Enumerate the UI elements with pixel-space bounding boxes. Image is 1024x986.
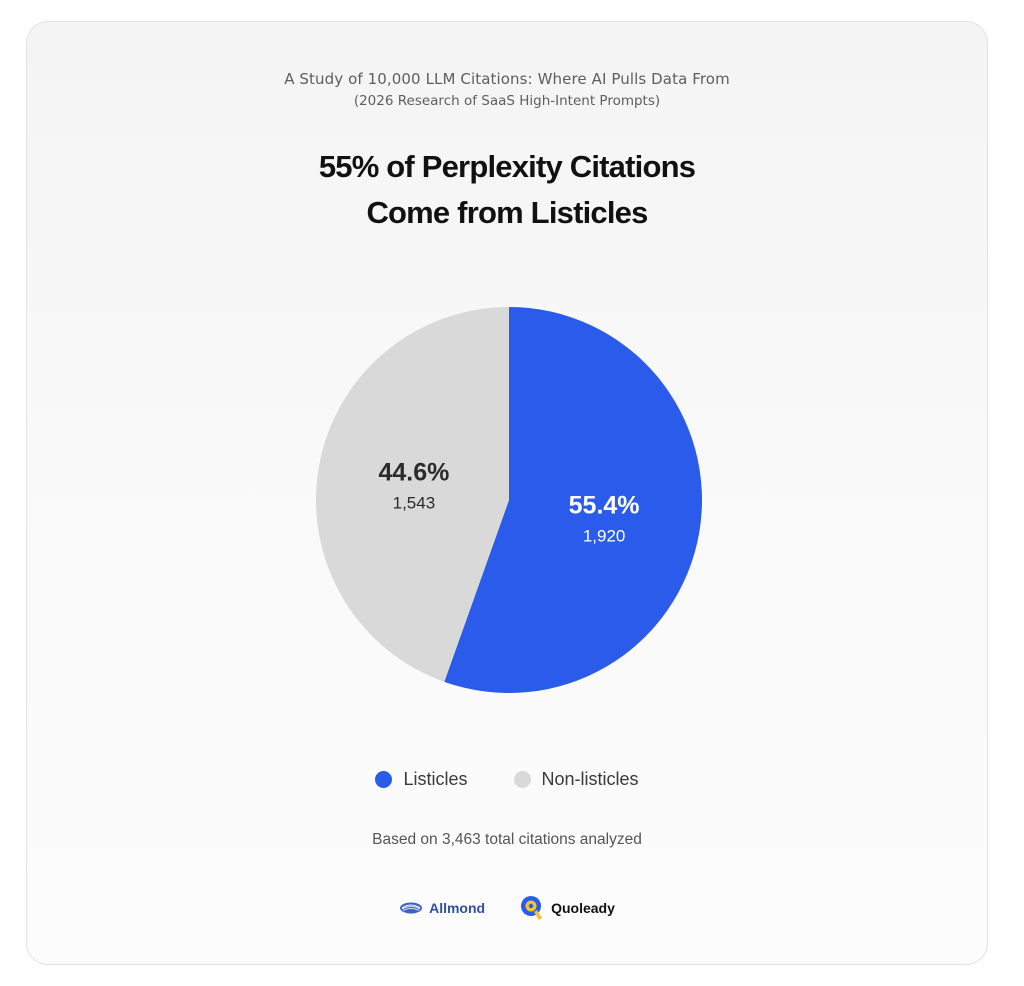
- slice-percent-label-non-listicles: 44.6%: [378, 459, 449, 487]
- logo-allmond-text: Allmond: [429, 900, 486, 916]
- chart-legend: Listicles Non-listicles: [27, 769, 987, 790]
- study-title: A Study of 10,000 LLM Citations: Where A…: [284, 70, 730, 88]
- quoleady-logo-icon: [521, 896, 543, 920]
- logo-allmond: Allmond: [399, 900, 485, 916]
- logo-row: Allmond Quoleady: [27, 894, 987, 922]
- pie-slice-listicles: [444, 307, 703, 693]
- slice-value-label-listicles: 1,920: [583, 526, 626, 545]
- legend-swatch-non-listicles: [513, 771, 531, 788]
- legend-item-non-listicles: Non-listicles: [513, 769, 639, 790]
- legend-item-listicles: Listicles: [375, 769, 468, 790]
- allmond-logo-icon: [400, 902, 423, 914]
- chart-card: A Study of 10,000 LLM Citations: Where A…: [26, 21, 988, 965]
- slice-percent-label-listicles: 55.4%: [569, 491, 640, 519]
- headline-line-1: 55% of Perplexity Citations: [318, 149, 696, 184]
- legend-swatch-listicles: [375, 771, 393, 788]
- chart-headline: 55% of Perplexity Citations Come from Li…: [27, 144, 987, 236]
- legend-label-listicles: Listicles: [403, 769, 468, 789]
- legend-label-non-listicles: Non-listicles: [541, 769, 639, 789]
- footnote: Based on 3,463 total citations analyzed: [372, 831, 642, 848]
- logo-quoleady-text: Quoleady: [551, 900, 615, 916]
- study-subtitle: (2026 Research of SaaS High-Intent Promp…: [353, 93, 661, 109]
- pie-chart: 55.4% 1,920 44.6% 1,543: [316, 307, 703, 693]
- slice-value-label-non-listicles: 1,543: [393, 494, 436, 513]
- logo-quoleady: Quoleady: [519, 894, 615, 922]
- pie-slice-non-listicles: [316, 307, 509, 682]
- headline-line-2: Come from Listicles: [366, 195, 648, 230]
